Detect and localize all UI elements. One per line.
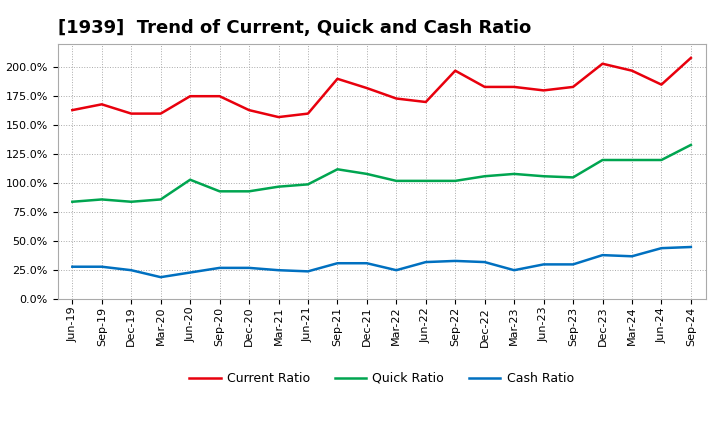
Current Ratio — [215, 94, 224, 99]
Current Ratio — [245, 107, 253, 113]
Current Ratio — [657, 82, 666, 87]
Legend: Current Ratio, Quick Ratio, Cash Ratio: Current Ratio, Quick Ratio, Cash Ratio — [184, 367, 579, 390]
Cash Ratio — [186, 270, 194, 275]
Current Ratio — [97, 102, 106, 107]
Quick Ratio — [451, 178, 459, 183]
Current Ratio — [421, 99, 430, 105]
Quick Ratio — [687, 142, 696, 147]
Cash Ratio — [451, 258, 459, 264]
Current Ratio — [480, 84, 489, 90]
Current Ratio — [127, 111, 135, 116]
Quick Ratio — [274, 184, 283, 189]
Current Ratio — [539, 88, 548, 93]
Quick Ratio — [598, 158, 607, 163]
Quick Ratio — [245, 189, 253, 194]
Cash Ratio — [68, 264, 76, 269]
Quick Ratio — [421, 178, 430, 183]
Quick Ratio — [127, 199, 135, 205]
Current Ratio — [451, 68, 459, 73]
Cash Ratio — [127, 268, 135, 273]
Current Ratio — [333, 76, 342, 81]
Cash Ratio — [333, 260, 342, 266]
Current Ratio — [156, 111, 165, 116]
Cash Ratio — [304, 269, 312, 274]
Current Ratio — [687, 55, 696, 61]
Quick Ratio — [539, 174, 548, 179]
Current Ratio — [569, 84, 577, 90]
Quick Ratio — [628, 158, 636, 163]
Line: Quick Ratio: Quick Ratio — [72, 145, 691, 202]
Cash Ratio — [598, 253, 607, 258]
Cash Ratio — [392, 268, 400, 273]
Quick Ratio — [68, 199, 76, 205]
Cash Ratio — [421, 260, 430, 265]
Current Ratio — [628, 68, 636, 73]
Current Ratio — [68, 107, 76, 113]
Cash Ratio — [628, 253, 636, 259]
Quick Ratio — [304, 182, 312, 187]
Current Ratio — [186, 94, 194, 99]
Current Ratio — [304, 111, 312, 116]
Cash Ratio — [539, 262, 548, 267]
Quick Ratio — [97, 197, 106, 202]
Line: Cash Ratio: Cash Ratio — [72, 247, 691, 277]
Quick Ratio — [510, 171, 518, 176]
Current Ratio — [510, 84, 518, 90]
Quick Ratio — [480, 174, 489, 179]
Cash Ratio — [569, 262, 577, 267]
Quick Ratio — [186, 177, 194, 182]
Quick Ratio — [569, 175, 577, 180]
Current Ratio — [598, 61, 607, 66]
Quick Ratio — [392, 178, 400, 183]
Cash Ratio — [687, 244, 696, 249]
Cash Ratio — [480, 260, 489, 265]
Cash Ratio — [215, 265, 224, 271]
Quick Ratio — [333, 167, 342, 172]
Current Ratio — [363, 85, 372, 91]
Cash Ratio — [245, 265, 253, 271]
Cash Ratio — [657, 246, 666, 251]
Cash Ratio — [363, 260, 372, 266]
Cash Ratio — [510, 268, 518, 273]
Current Ratio — [392, 96, 400, 101]
Current Ratio — [274, 114, 283, 120]
Quick Ratio — [215, 189, 224, 194]
Cash Ratio — [156, 275, 165, 280]
Cash Ratio — [97, 264, 106, 269]
Quick Ratio — [657, 158, 666, 163]
Cash Ratio — [274, 268, 283, 273]
Quick Ratio — [156, 197, 165, 202]
Text: [1939]  Trend of Current, Quick and Cash Ratio: [1939] Trend of Current, Quick and Cash … — [58, 19, 531, 37]
Line: Current Ratio: Current Ratio — [72, 58, 691, 117]
Quick Ratio — [363, 171, 372, 176]
